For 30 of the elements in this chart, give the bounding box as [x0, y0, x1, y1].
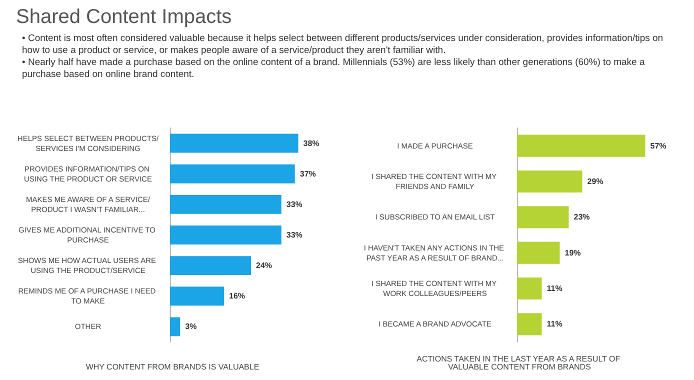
bar: [170, 286, 224, 306]
bar: [170, 226, 282, 244]
x-axis-title: ACTIONS TAKEN IN THE LAST YEAR AS A RESULT OF VALUABLE CONTENT FROM BRANDS: [416, 354, 622, 372]
data-label: 29%: [587, 177, 604, 186]
data-label: 3%: [185, 322, 197, 332]
data-label: 33%: [286, 230, 302, 240]
data-label: 38%: [303, 138, 320, 148]
x-axis-title: WHY CONTENT FROM BRANDS IS VALUABLE: [86, 362, 260, 372]
bar: [517, 277, 542, 300]
bar: [170, 317, 180, 336]
data-label: 24%: [256, 261, 272, 270]
chart-title: Shared Content Impacts: [16, 6, 233, 29]
bar: [517, 313, 542, 336]
bar: [170, 134, 298, 153]
data-label: 19%: [564, 248, 581, 258]
data-label: 37%: [300, 169, 316, 178]
bar: [517, 206, 569, 228]
data-label: 33%: [286, 200, 302, 209]
bar: [170, 164, 295, 184]
data-label: 57%: [650, 141, 666, 150]
bar: [517, 242, 560, 264]
data-label: 11%: [546, 320, 562, 329]
data-label: 23%: [574, 212, 590, 222]
data-label: 16%: [229, 292, 246, 301]
bar: [517, 134, 646, 157]
data-label: 11%: [546, 284, 562, 293]
bar: [517, 170, 582, 193]
bar: [170, 256, 251, 276]
text: • Content is most often considered valuable because it helps select between different products/services under consideration, provides information/tips on how to use a product or service, or makes people aware of a service/product they aren't familiar with. • Nearly half have made a purchase based on the online content of a brand. Millennials (53%) are less likely than other generations (60%) to make a purchase based on online brand content.: [22, 33, 664, 80]
bar: [170, 194, 282, 214]
